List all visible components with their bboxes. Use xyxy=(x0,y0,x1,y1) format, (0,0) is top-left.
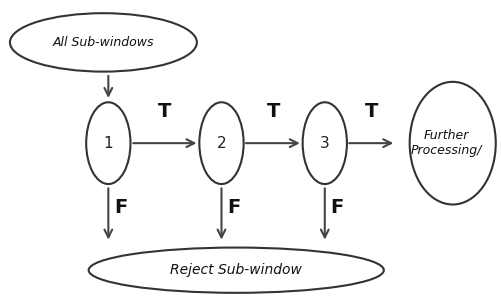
Text: Reject Sub-window: Reject Sub-window xyxy=(170,263,302,277)
Text: F: F xyxy=(227,198,240,217)
Ellipse shape xyxy=(89,248,383,293)
Text: 3: 3 xyxy=(319,136,329,151)
Ellipse shape xyxy=(409,82,495,204)
Text: F: F xyxy=(114,198,127,217)
Text: All Sub-windows: All Sub-windows xyxy=(53,36,154,49)
Text: 1: 1 xyxy=(103,136,113,151)
Text: Further
Processing/: Further Processing/ xyxy=(410,129,481,157)
Text: T: T xyxy=(266,102,279,120)
Text: T: T xyxy=(364,102,377,120)
Ellipse shape xyxy=(302,102,346,184)
Ellipse shape xyxy=(86,102,130,184)
Text: T: T xyxy=(158,102,171,120)
Text: F: F xyxy=(330,198,343,217)
Text: 2: 2 xyxy=(216,136,226,151)
Ellipse shape xyxy=(199,102,243,184)
Ellipse shape xyxy=(10,13,196,72)
